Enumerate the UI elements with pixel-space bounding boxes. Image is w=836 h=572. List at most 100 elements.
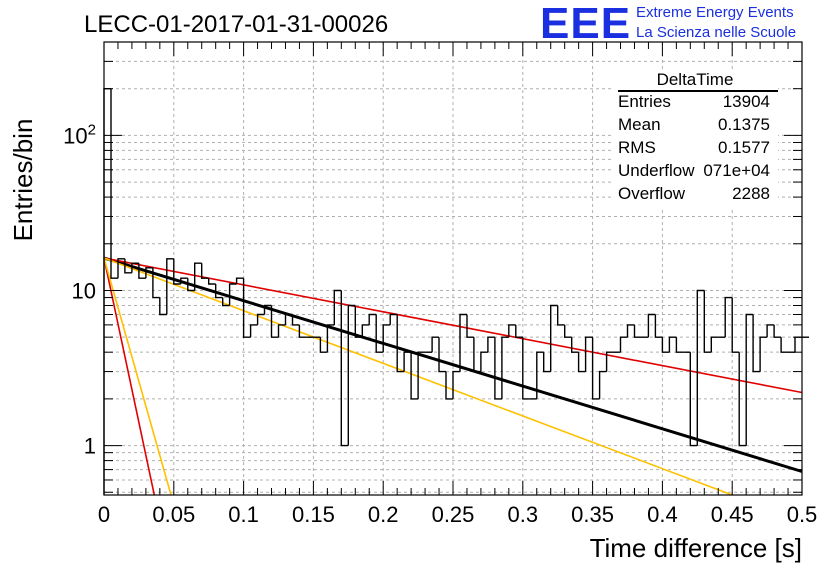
histogram-bin bbox=[689, 352, 698, 447]
histogram-bin bbox=[759, 336, 768, 372]
histogram-bin bbox=[626, 324, 635, 338]
histogram-bin bbox=[368, 313, 377, 325]
histogram-bin bbox=[382, 324, 391, 353]
histogram-bin bbox=[577, 352, 586, 373]
histogram-bin bbox=[738, 352, 747, 447]
stats-row-rms: RMS 0.1577 bbox=[618, 138, 776, 160]
histogram-bin bbox=[745, 313, 754, 446]
histogram-bin bbox=[780, 337, 788, 353]
stats-row-mean: Mean 0.1375 bbox=[618, 115, 776, 137]
histogram-bin bbox=[605, 351, 614, 372]
histogram-bin bbox=[103, 88, 111, 495]
histogram-bin bbox=[536, 351, 544, 399]
histogram-bin bbox=[724, 296, 733, 338]
stats-row-overflow: Overflow 2288 bbox=[618, 184, 776, 206]
histogram-bin bbox=[508, 324, 516, 338]
histogram-bin bbox=[696, 289, 705, 446]
stats-key: RMS bbox=[618, 138, 656, 157]
axis-ticks bbox=[103, 41, 803, 495]
stats-key: Entries bbox=[618, 92, 671, 111]
histogram-bin bbox=[319, 337, 328, 353]
stats-key: Mean bbox=[618, 115, 661, 134]
histogram-bin bbox=[654, 314, 663, 338]
tick-labels: 0 0.05 0.1 0.15 0.2 0.25 0.3 0.35 0.4 0.45 0.5 1 10 1… bbox=[63, 121, 817, 527]
histogram-bin bbox=[215, 284, 223, 299]
stats-value: 071e+04 bbox=[703, 161, 770, 180]
histogram-bin bbox=[389, 313, 398, 325]
histogram-bin bbox=[480, 351, 488, 372]
histogram-bin bbox=[249, 324, 258, 338]
histogram-bin bbox=[194, 262, 202, 291]
x-axis-title: Time difference [s] bbox=[590, 533, 802, 563]
histogram-bin bbox=[166, 258, 174, 315]
histogram-bin bbox=[550, 304, 558, 372]
x-tick-label: 0.35 bbox=[571, 502, 614, 527]
x-tick-label: 0.45 bbox=[711, 502, 754, 527]
histogram-bin bbox=[187, 278, 195, 292]
histogram-bin bbox=[766, 324, 775, 338]
logo-line-1: Extreme Energy Events bbox=[636, 4, 794, 21]
stats-row-underflow: Underflow 071e+04 bbox=[618, 161, 776, 183]
histogram-bin bbox=[347, 304, 356, 446]
histogram-bin bbox=[117, 258, 125, 279]
histogram-bin bbox=[270, 305, 279, 338]
x-tick-label: 0.1 bbox=[228, 502, 259, 527]
histogram-bin bbox=[410, 352, 419, 400]
x-tick-label: 0.2 bbox=[368, 502, 399, 527]
histogram-bin bbox=[501, 336, 509, 399]
y-axis-title: Entries/bin bbox=[8, 119, 38, 242]
histogram-bin bbox=[598, 370, 607, 399]
histogram-bin bbox=[173, 258, 181, 285]
histogram-bin bbox=[794, 336, 802, 353]
stats-value: 2288 bbox=[732, 184, 770, 203]
histogram-bin bbox=[263, 304, 272, 315]
histogram-bin bbox=[375, 314, 384, 353]
histogram-bin bbox=[703, 290, 712, 353]
histogram-bin bbox=[228, 283, 237, 306]
histogram-bin bbox=[752, 314, 761, 373]
stats-key: Overflow bbox=[618, 184, 686, 203]
histogram-bin bbox=[396, 314, 405, 373]
x-tick-label: 0.25 bbox=[432, 502, 475, 527]
histogram-bin bbox=[584, 336, 593, 372]
fit-curves bbox=[103, 256, 803, 496]
histogram-bin bbox=[124, 258, 132, 274]
histogram-bin bbox=[452, 370, 460, 399]
histogram-bin bbox=[466, 314, 474, 338]
histogram-bin bbox=[235, 277, 244, 284]
fit-curve bbox=[103, 257, 172, 496]
histogram-bin bbox=[208, 278, 216, 285]
histogram-bin bbox=[284, 313, 293, 325]
histogram-bin bbox=[661, 337, 670, 353]
stats-value: 13904 bbox=[722, 92, 770, 111]
histogram-bin bbox=[731, 297, 740, 353]
histogram-bin bbox=[571, 337, 579, 353]
stats-title: DeltaTime bbox=[656, 70, 734, 89]
histogram-bin bbox=[361, 324, 370, 338]
histogram-bin bbox=[326, 324, 335, 353]
x-tick-label: 0.05 bbox=[152, 502, 195, 527]
fit-curve bbox=[103, 257, 803, 394]
histogram-bin bbox=[403, 351, 412, 372]
x-tick-label: 0.5 bbox=[787, 502, 818, 527]
histogram-bin bbox=[515, 324, 523, 338]
histogram-bin bbox=[438, 337, 446, 373]
histogram-bin bbox=[591, 337, 600, 400]
y-tick-label: 1 bbox=[84, 434, 96, 459]
y-tick-label: 102 bbox=[63, 121, 96, 148]
histogram-bin bbox=[543, 352, 551, 373]
x-tick-label: 0.4 bbox=[647, 502, 678, 527]
histogram-bin bbox=[522, 337, 530, 400]
histogram-bin bbox=[668, 336, 677, 353]
histogram-bin bbox=[291, 314, 300, 326]
stats-value: 0.1375 bbox=[718, 115, 770, 134]
histogram-bin bbox=[417, 351, 426, 399]
histogram-bin bbox=[152, 267, 160, 299]
histogram-bin bbox=[131, 262, 139, 273]
histogram-bin bbox=[180, 277, 188, 284]
x-tick-label: 0 bbox=[98, 502, 110, 527]
stats-key: Underflow bbox=[618, 161, 695, 180]
histogram-bin bbox=[242, 278, 251, 338]
histogram-bin bbox=[340, 290, 349, 447]
